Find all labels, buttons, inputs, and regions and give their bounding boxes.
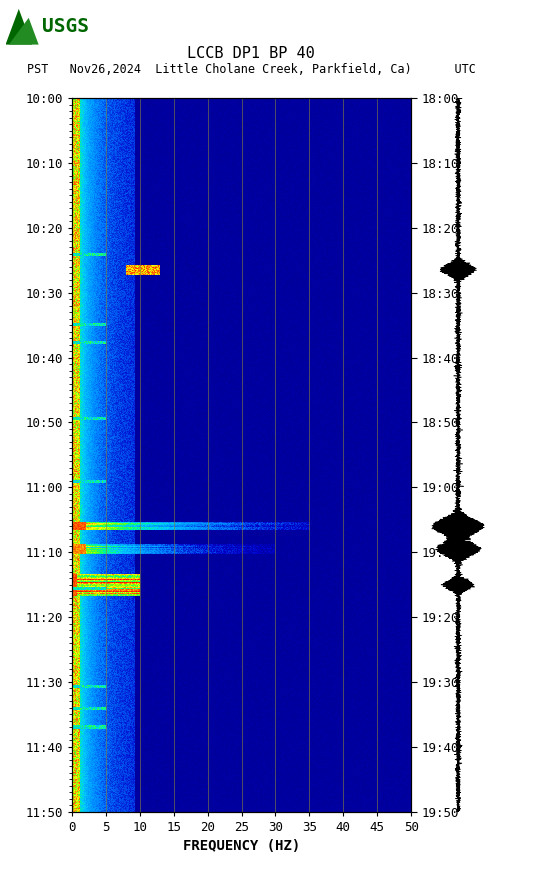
Text: LCCB DP1 BP 40: LCCB DP1 BP 40 — [187, 46, 315, 61]
Text: USGS: USGS — [42, 17, 89, 37]
Polygon shape — [6, 9, 32, 45]
Text: PST   Nov26,2024  Little Cholane Creek, Parkfield, Ca)      UTC: PST Nov26,2024 Little Cholane Creek, Par… — [26, 63, 476, 76]
Polygon shape — [9, 18, 39, 45]
X-axis label: FREQUENCY (HZ): FREQUENCY (HZ) — [183, 839, 300, 854]
